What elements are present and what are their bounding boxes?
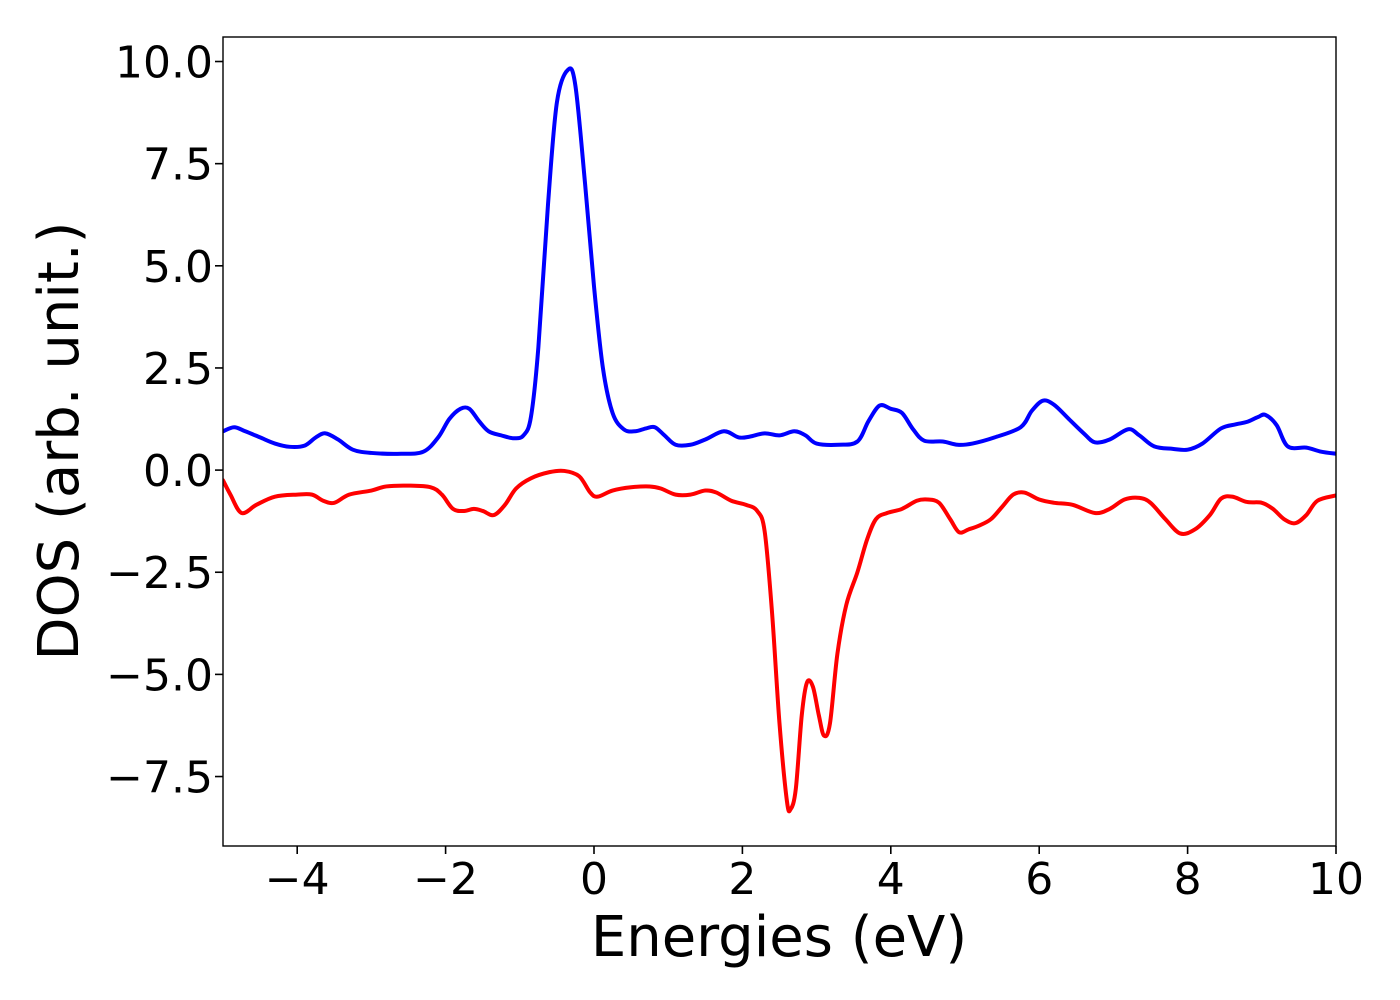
plot-frame	[222, 36, 1337, 847]
series-layer	[223, 66, 1336, 814]
y-tick-label: −5.0	[106, 650, 213, 701]
y-tick-label: 10.0	[115, 38, 213, 89]
y-tick-label: 7.5	[143, 140, 213, 191]
y-tick-label: −2.5	[106, 548, 213, 599]
x-tick-label: 10	[1308, 854, 1364, 905]
y-axis: 10.0 7.5 5.0 2.5 0.0 −2.5 −5.0 −7.5	[106, 38, 223, 804]
x-tick-label: −2	[413, 854, 478, 905]
x-tick-label: 4	[877, 854, 905, 905]
y-axis-title: DOS (arb. unit.)	[27, 221, 92, 660]
x-tick-label: 8	[1174, 854, 1202, 905]
y-tick-label: 0.0	[143, 446, 213, 497]
x-axis-title: Energies (eV)	[591, 905, 967, 970]
x-axis: −4 −2 0 2 4 6 8 10	[265, 846, 1364, 905]
dos-series-line-1	[223, 66, 1336, 456]
x-tick-label: 2	[728, 854, 756, 905]
y-tick-label: 5.0	[143, 242, 213, 293]
x-tick-label: 6	[1025, 854, 1053, 905]
x-tick-label: −4	[265, 854, 330, 905]
y-tick-label: −7.5	[106, 753, 213, 804]
x-tick-label: 0	[580, 854, 608, 905]
dos-series-line-2	[223, 468, 1336, 814]
y-tick-label: 2.5	[143, 344, 213, 395]
